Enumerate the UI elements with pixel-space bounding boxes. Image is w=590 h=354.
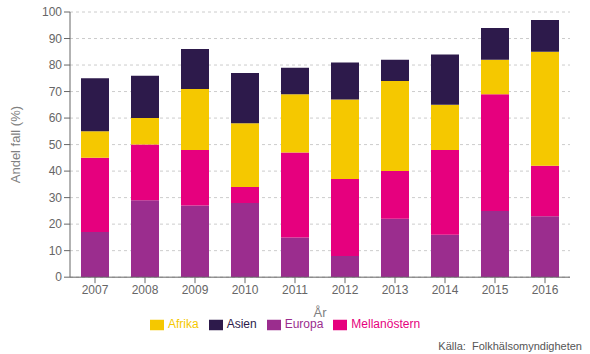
html-text:Afrika: Afrika [167,317,199,332]
svg-text:70: 70 [49,85,63,99]
svg-text:60: 60 [49,111,63,125]
svg-text:2015: 2015 [482,283,509,297]
svg-text:100: 100 [42,5,62,19]
svg-text:40: 40 [49,164,63,178]
svg-text:2011: 2011 [282,283,308,297]
svg-text:50: 50 [49,138,63,152]
svg-text:20: 20 [49,217,63,231]
html-text:Europa: Europa [284,317,324,332]
svg-text:2014: 2014 [432,283,459,297]
svg-text:2007: 2007 [82,283,109,297]
svg-text:2012: 2012 [332,283,359,297]
svg-text:2009: 2009 [182,283,209,297]
svg-text:2013: 2013 [382,283,409,297]
svg-text:10: 10 [49,244,63,258]
svg-text:90: 90 [49,32,63,46]
svg-text:År: År [314,305,328,320]
html-text:Mellanöstern: Mellanöstern [351,317,421,332]
svg-text:80: 80 [49,58,63,72]
svg-text:2016: 2016 [532,283,559,297]
svg-text:0: 0 [55,270,62,284]
svg-text:30: 30 [49,191,63,205]
svg-text:2010: 2010 [232,283,259,297]
html-text:Asien: Asien [226,317,257,332]
svg-text:2008: 2008 [132,283,159,297]
svg-text:Andel fall (%): Andel fall (%) [8,106,23,183]
html-text:Källa: Folkhälsomyndigheten: Källa: Folkhälsomyndigheten [438,340,582,352]
